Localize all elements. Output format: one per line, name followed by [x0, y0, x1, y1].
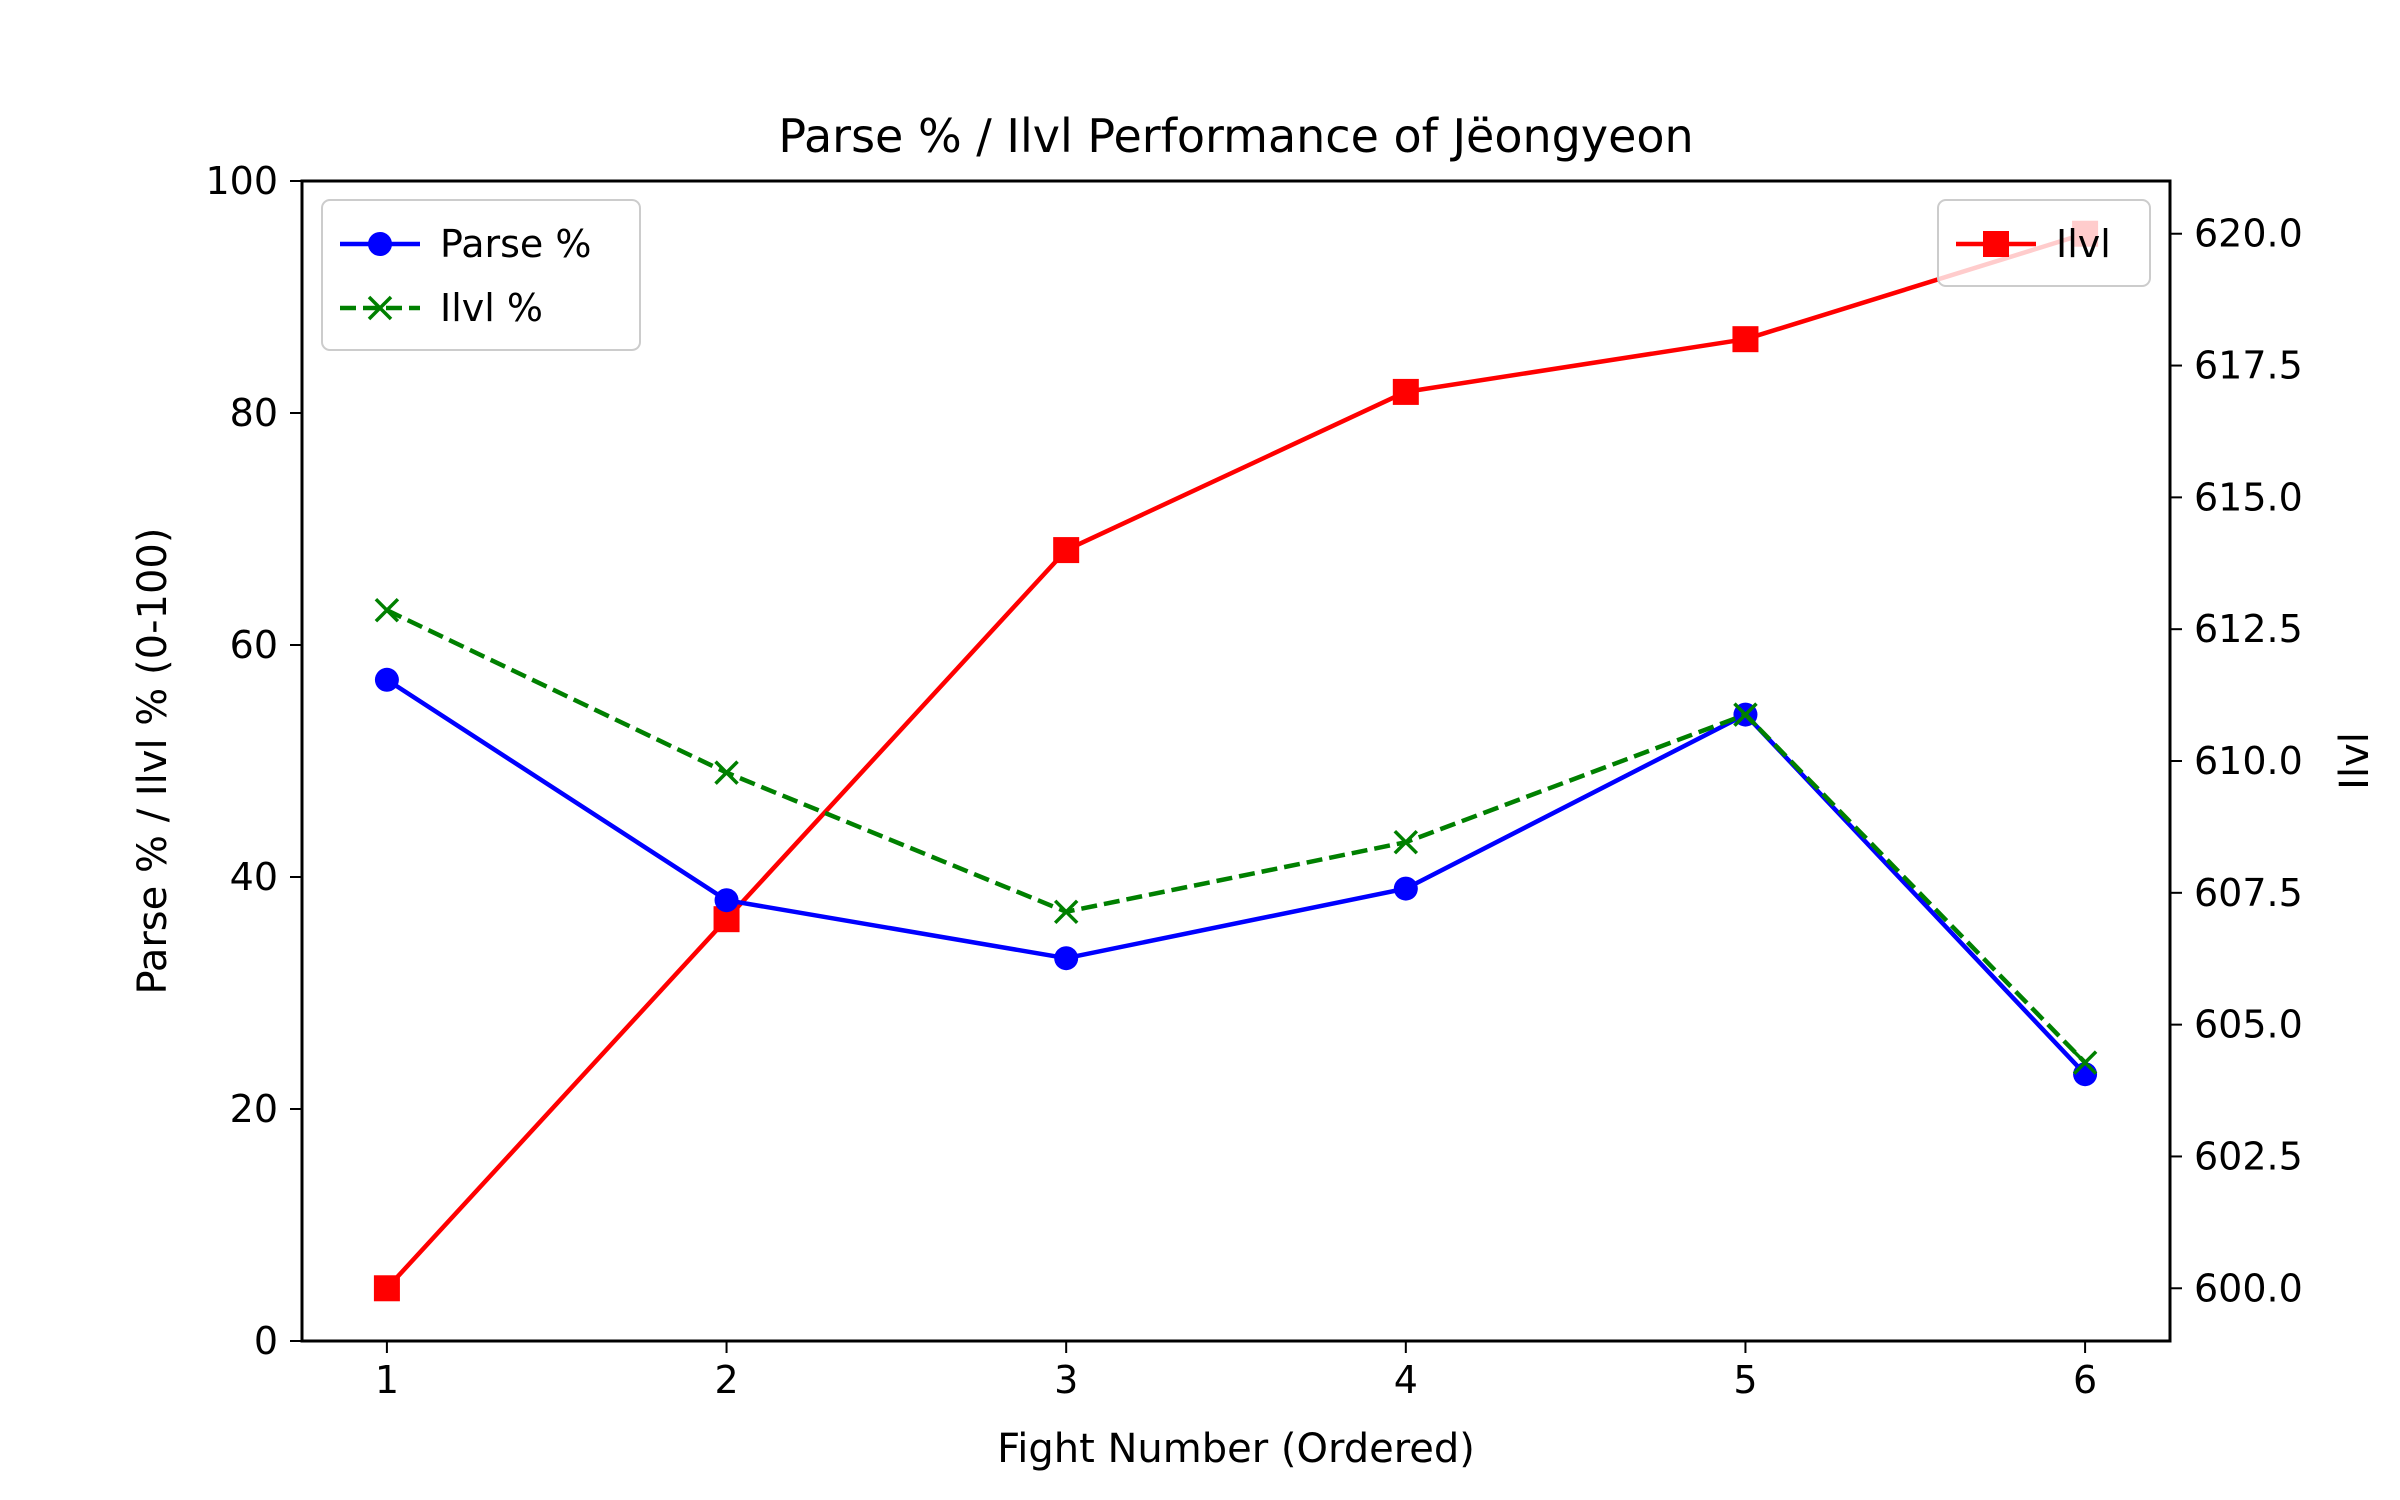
- point-parse: [2073, 1062, 2098, 1087]
- x-tick-label: 2: [714, 1358, 738, 1402]
- right-y-tick-label: 615.0: [2194, 475, 2303, 519]
- point-ilvl: [1053, 899, 1079, 925]
- right-y-tick-label: 612.5: [2194, 607, 2303, 651]
- legend-marker: [367, 295, 393, 321]
- x-axis-ticks: 1 2 3 4 5 6: [375, 1341, 2097, 1402]
- series-line-parse: [385, 677, 2087, 1076]
- chart-title: Parse % / Ilvl Performance of Jëongyeon: [778, 109, 1693, 163]
- legend-label: Ilvl %: [440, 286, 543, 330]
- point-ilvl: [1393, 829, 1419, 855]
- point-ilvl: [1732, 326, 1759, 353]
- point-parse: [714, 888, 739, 913]
- series-line-ilvl: [385, 231, 2086, 1290]
- legend-box: [321, 199, 641, 351]
- point-ilvl: [714, 760, 739, 785]
- x-tick-label: 5: [1733, 1358, 1757, 1402]
- right-axis-label: Ilvl: [2332, 732, 2378, 790]
- legend-marker: [1983, 231, 2009, 257]
- point-ilvl: [1053, 537, 1080, 564]
- point-ilvl: [374, 597, 400, 623]
- point-ilvl: [2072, 1050, 2098, 1075]
- left-y-tick-label: 80: [230, 391, 278, 435]
- point-ilvl: [1392, 378, 1419, 405]
- point-ilvl: [1733, 702, 1758, 727]
- right-axis-ticks: 600.0 602.5 605.0 607.5 610.0 612.5 615.0 617.5…: [2170, 212, 2303, 1310]
- x-tick-label: 1: [375, 1358, 399, 1402]
- legend-marker: [368, 232, 392, 256]
- series-ilvl: [373, 220, 2099, 1302]
- plot-frame: [300, 179, 2172, 1343]
- x-tick-label: 6: [2073, 1358, 2097, 1402]
- right-y-tick-label: 610.0: [2194, 739, 2303, 783]
- x-tick-label: 3: [1054, 1358, 1078, 1402]
- series-ilvl: [374, 597, 2098, 1075]
- right-y-tick-label: 602.5: [2194, 1134, 2303, 1178]
- left-axis-label: Parse % / Ilvl % (0-100): [130, 528, 176, 995]
- left-y-tick-label: 100: [205, 159, 278, 203]
- legend-label: Parse %: [440, 222, 591, 266]
- x-tick-label: 4: [1394, 1358, 1418, 1402]
- x-axis-label: Fight Number (Ordered): [997, 1426, 1475, 1472]
- point-parse: [1393, 876, 1418, 901]
- left-y-tick-label: 0: [254, 1319, 278, 1363]
- point-parse: [374, 667, 399, 692]
- series-line-ilvl: [385, 608, 2087, 1065]
- right-y-tick-label: 607.5: [2194, 871, 2303, 915]
- left-y-tick-label: 20: [230, 1087, 278, 1131]
- point-ilvl: [373, 1275, 400, 1302]
- series-layer: [373, 220, 2099, 1302]
- legend-box: [1937, 199, 2151, 287]
- legend-right: Ilvl: [1937, 199, 2151, 287]
- right-y-tick-label: 620.0: [2194, 212, 2303, 256]
- point-parse: [1054, 946, 1079, 971]
- right-y-tick-label: 600.0: [2194, 1266, 2303, 1310]
- right-y-tick-label: 605.0: [2194, 1003, 2303, 1047]
- left-axis-ticks: 0 20 40 60 80 100: [205, 159, 302, 1363]
- legend-label: Ilvl: [2056, 222, 2111, 266]
- left-y-tick-label: 60: [230, 623, 278, 667]
- right-y-tick-label: 617.5: [2194, 344, 2303, 388]
- left-y-tick-label: 40: [230, 855, 278, 899]
- legend-left: Parse % Ilvl %: [321, 199, 641, 351]
